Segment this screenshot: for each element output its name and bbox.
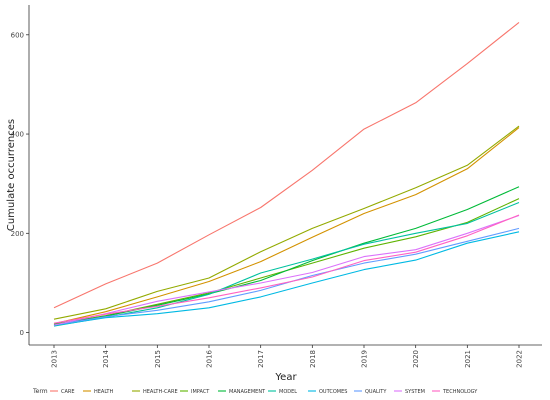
legend-title: Term (32, 388, 48, 395)
legend-label-health: HEALTH (94, 389, 113, 395)
series-line-management (53, 186, 520, 326)
legend-label-impact: IMPACT (191, 389, 210, 395)
x-tick-label: 2019 (361, 350, 369, 368)
legend-label-technology: TECHNOLOGY (442, 389, 478, 395)
legend-items: CARE HEALTH HEALTH-CARE IMPACT MANAGEMENT MOD… (50, 389, 478, 395)
series-line-health (53, 127, 520, 325)
legend-label-system: SYSTEM (405, 389, 425, 395)
series-line-outcomes (53, 231, 520, 327)
series-line-technology (53, 214, 520, 324)
x-tick-label: 2016 (206, 349, 214, 367)
y-tick-label: 200 (11, 230, 24, 238)
series-line-care (53, 21, 520, 309)
x-tick-label: 2020 (412, 350, 420, 368)
x-tick-label: 2022 (516, 350, 524, 368)
legend-label-outcomes: OUTCOMES (319, 389, 347, 395)
legend-label-quality: QUALITY (365, 389, 387, 395)
x-tick-label: 2021 (464, 350, 472, 368)
series-line-model (53, 201, 520, 327)
y-tick-label: 0 (20, 329, 24, 337)
x-tick-label: 2014 (102, 349, 110, 367)
legend-label-care: CARE (61, 389, 75, 395)
x-tick-label: 2017 (257, 350, 265, 368)
x-ticks: 2013 2014 2015 2016 2017 2018 2019 2020 2021 2022 (51, 345, 524, 368)
series-line-system (53, 214, 520, 326)
y-ticks: 0 200 400 600 (11, 31, 29, 337)
legend-label-model: MODEL (279, 389, 297, 395)
series-line-impact (53, 198, 520, 325)
legend-label-health-care: HEALTH-CARE (143, 389, 178, 395)
x-tick-label: 2013 (51, 350, 59, 368)
series-line-health-care (53, 125, 520, 320)
y-tick-label: 600 (11, 31, 24, 39)
series-lines (53, 21, 520, 327)
x-tick-label: 2015 (154, 350, 162, 368)
y-tick-label: 400 (11, 131, 24, 139)
y-axis-title: Cumulate occurrences (6, 119, 17, 231)
x-tick-label: 2018 (309, 350, 317, 368)
legend-label-management: MANAGEMENT (229, 389, 266, 395)
x-axis-title: Year (274, 372, 297, 383)
legend: Term CARE HEALTH HEALTH-CARE IMPACT MANAGEME… (32, 388, 478, 395)
